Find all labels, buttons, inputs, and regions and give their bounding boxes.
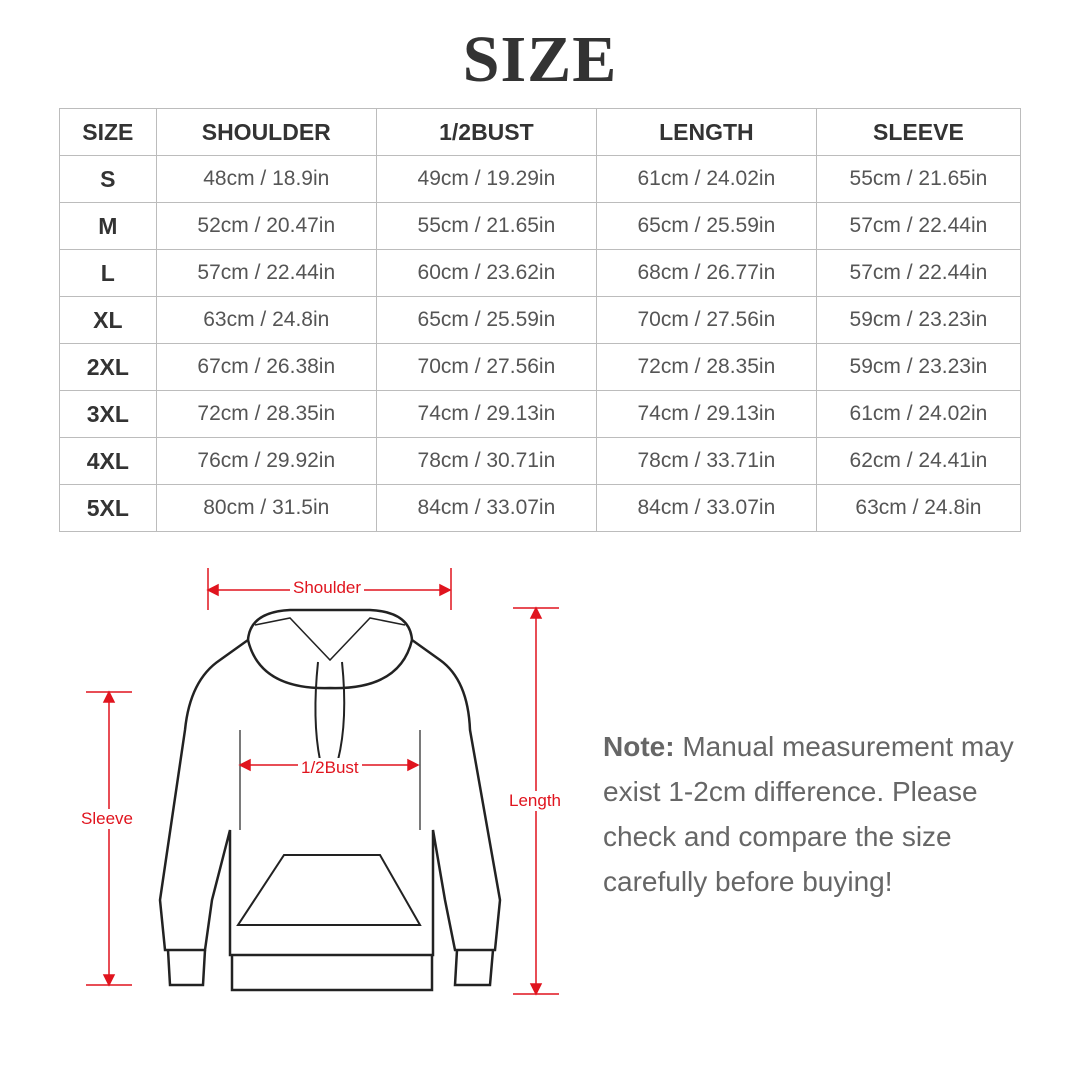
measurement-cell: 72cm / 28.35in bbox=[595, 343, 817, 391]
measurement-cell: 74cm / 29.13in bbox=[595, 390, 817, 438]
table-row: L 57cm / 22.44in 60cm / 23.62in 68cm / 26.7… bbox=[59, 249, 1022, 297]
size-cell: L bbox=[59, 249, 157, 297]
measurement-cell: 52cm / 20.47in bbox=[155, 202, 377, 250]
table-row: M 52cm / 20.47in 55cm / 21.65in 65cm / 25.5… bbox=[59, 202, 1022, 250]
measurement-cell: 59cm / 23.23in bbox=[815, 343, 1022, 391]
measurement-cell: 55cm / 21.65in bbox=[815, 155, 1022, 203]
table-row: XL 63cm / 24.8in 65cm / 25.59in 70cm / 27.5… bbox=[59, 296, 1022, 344]
shoulder-label: Shoulder bbox=[290, 578, 365, 598]
measurement-cell: 84cm / 33.07in bbox=[375, 484, 597, 532]
measurement-cell: 61cm / 24.02in bbox=[595, 155, 817, 203]
sleeve-label: Sleeve bbox=[78, 809, 136, 829]
size-cell: 3XL bbox=[59, 390, 157, 438]
size-cell: S bbox=[59, 155, 157, 203]
measurement-cell: 68cm / 26.77in bbox=[595, 249, 817, 297]
table-header-row: SIZE SHOULDER 1/2BUST LENGTH SLEEVE bbox=[59, 108, 1022, 156]
measurement-lines bbox=[86, 568, 559, 996]
note-label: Note: bbox=[603, 731, 675, 762]
measurement-cell: 57cm / 22.44in bbox=[815, 202, 1022, 250]
measurement-cell: 84cm / 33.07in bbox=[595, 484, 817, 532]
measurement-cell: 72cm / 28.35in bbox=[155, 390, 377, 438]
measurement-cell: 65cm / 25.59in bbox=[375, 296, 597, 344]
note-text: Note: Manual measurement may exist 1-2cm… bbox=[603, 724, 1043, 904]
length-label: Length bbox=[506, 791, 564, 811]
measurement-cell: 78cm / 30.71in bbox=[375, 437, 597, 485]
measurement-cell: 63cm / 24.8in bbox=[815, 484, 1022, 532]
measurement-cell: 76cm / 29.92in bbox=[155, 437, 377, 485]
note-body: Manual measurement may exist 1-2cm diffe… bbox=[603, 731, 1014, 897]
header-bust: 1/2BUST bbox=[375, 108, 597, 156]
table-row: S 48cm / 18.9in 49cm / 19.29in 61cm / 24.02… bbox=[59, 155, 1022, 203]
measurement-cell: 48cm / 18.9in bbox=[155, 155, 377, 203]
hoodie-diagram bbox=[86, 568, 559, 996]
header-sleeve: SLEEVE bbox=[815, 108, 1022, 156]
measurement-cell: 80cm / 31.5in bbox=[155, 484, 377, 532]
size-cell: XL bbox=[59, 296, 157, 344]
measurement-cell: 60cm / 23.62in bbox=[375, 249, 597, 297]
size-cell: 2XL bbox=[59, 343, 157, 391]
size-table: SIZE SHOULDER 1/2BUST LENGTH SLEEVE S 48c… bbox=[59, 108, 1022, 532]
measurement-cell: 74cm / 29.13in bbox=[375, 390, 597, 438]
measurement-cell: 57cm / 22.44in bbox=[815, 249, 1022, 297]
size-cell: M bbox=[59, 202, 157, 250]
measurement-cell: 59cm / 23.23in bbox=[815, 296, 1022, 344]
size-cell: 4XL bbox=[59, 437, 157, 485]
measurement-cell: 65cm / 25.59in bbox=[595, 202, 817, 250]
measurement-cell: 57cm / 22.44in bbox=[155, 249, 377, 297]
hoodie-outline bbox=[158, 608, 502, 992]
table-row: 3XL 72cm / 28.35in 74cm / 29.13in 74cm / 29… bbox=[59, 390, 1022, 438]
measurement-cell: 70cm / 27.56in bbox=[375, 343, 597, 391]
page-title: SIZE bbox=[462, 23, 618, 96]
bust-label: 1/2Bust bbox=[298, 758, 362, 778]
measurement-cell: 55cm / 21.65in bbox=[375, 202, 597, 250]
size-cell: 5XL bbox=[59, 484, 157, 532]
header-size: SIZE bbox=[59, 108, 157, 156]
measurement-cell: 49cm / 19.29in bbox=[375, 155, 597, 203]
measurement-cell: 62cm / 24.41in bbox=[815, 437, 1022, 485]
header-shoulder: SHOULDER bbox=[155, 108, 377, 156]
measurement-cell: 63cm / 24.8in bbox=[155, 296, 377, 344]
measurement-cell: 78cm / 33.71in bbox=[595, 437, 817, 485]
measurement-cell: 61cm / 24.02in bbox=[815, 390, 1022, 438]
measurement-cell: 67cm / 26.38in bbox=[155, 343, 377, 391]
table-row: 2XL 67cm / 26.38in 70cm / 27.56in 72cm / 28… bbox=[59, 343, 1022, 391]
table-row: 4XL 76cm / 29.92in 78cm / 30.71in 78cm / 33… bbox=[59, 437, 1022, 485]
measurement-cell: 70cm / 27.56in bbox=[595, 296, 817, 344]
header-length: LENGTH bbox=[595, 108, 817, 156]
table-row: 5XL 80cm / 31.5in 84cm / 33.07in 84cm / 33.… bbox=[59, 484, 1022, 532]
